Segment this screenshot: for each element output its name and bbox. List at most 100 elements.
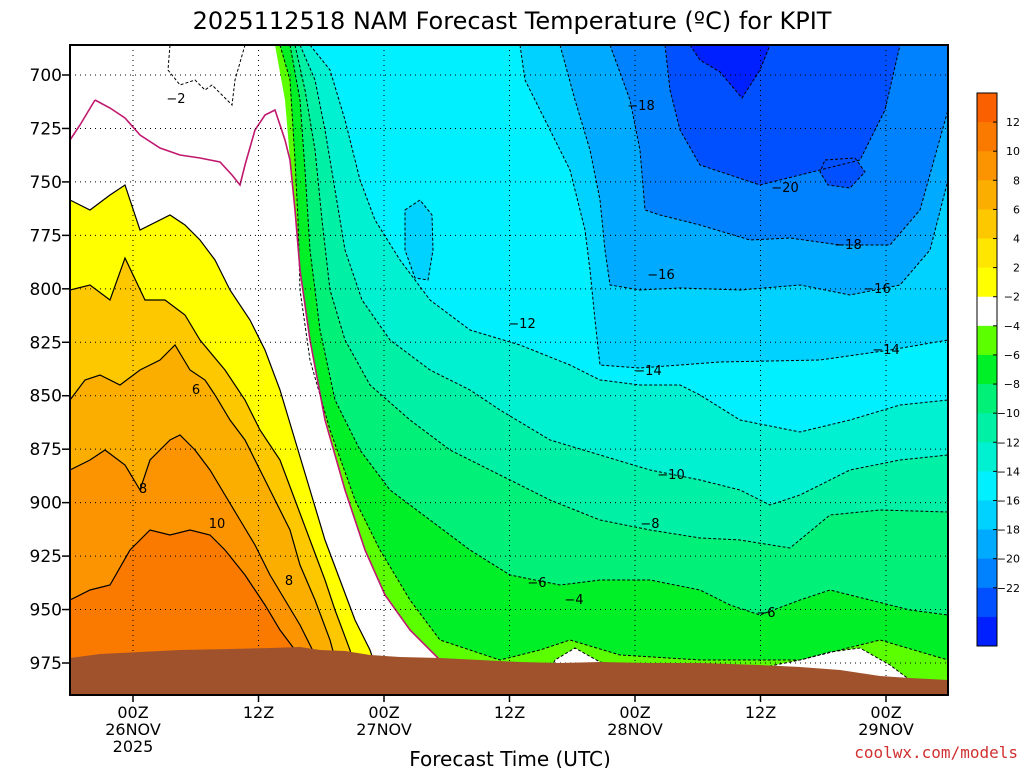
colorbar-tick-label: −8 [1004, 378, 1020, 391]
contour-minus-14b [404, 199, 434, 281]
contour-label: −6 [527, 576, 546, 591]
colorbar-swatch [977, 442, 997, 472]
y-tick-label: 825 [30, 333, 62, 353]
y-tick-label: 925 [30, 547, 62, 567]
contour-minus-20 [664, 45, 901, 186]
fill-minus-16b [405, 200, 433, 280]
colorbar-swatch [977, 325, 997, 356]
terrain [70, 647, 948, 695]
colorbar-tick-label: 6 [1013, 203, 1020, 216]
y-tick-label: 750 [30, 173, 62, 193]
fill-minus-22b [820, 158, 865, 188]
colorbar-tick-label: 12 [1006, 116, 1020, 129]
colorbar-tick-label: 10 [1006, 145, 1020, 158]
contour-labels: −2 6 8 10 8 −18 −20 −18 −16 −16 −12 −14 −14 −10 −8 −6 −4… [139, 92, 900, 621]
contour-label: −16 [863, 282, 890, 297]
contour-label: −4 [564, 593, 583, 608]
contour-minus-22 [689, 45, 771, 99]
colorbar-swatch [977, 529, 997, 560]
contour-minus-12 [309, 45, 948, 433]
contour-label: −6 [756, 606, 775, 621]
grid-lines [70, 45, 948, 695]
freezing-line-left [70, 99, 96, 141]
contour-label: −18 [627, 99, 654, 114]
colorbar-tick-label: −22 [997, 582, 1020, 595]
colorbar-swatch [977, 296, 997, 327]
colorbar-tick-label: 2 [1013, 262, 1020, 275]
x-axis-label: Forecast Time (UTC) [409, 747, 611, 768]
contour-lines-dashed [167, 45, 948, 695]
x-tick-label: 12Z [745, 703, 776, 722]
colorbar-tick-label: −10 [997, 407, 1020, 420]
contour-label: −20 [771, 181, 798, 196]
contour-minus-10 [299, 45, 948, 506]
colorbar-swatch [977, 238, 997, 269]
contour-10 [70, 529, 306, 695]
colorbar-tick-label: −20 [997, 553, 1020, 566]
y-tick-label: 850 [30, 387, 62, 407]
contour-minus-6 [289, 45, 948, 616]
x-tick-label: 00Z [619, 703, 650, 722]
x-tick-label: 00Z [368, 703, 399, 722]
colorbar-swatch [977, 209, 997, 240]
x-tick-label: 00Z [870, 703, 901, 722]
x-tick-label: 28NOV [607, 720, 663, 739]
colorbar-swatch [977, 267, 997, 298]
x-tick-label: 26NOV [105, 720, 161, 739]
colorbar-swatch [977, 180, 997, 210]
colorbar-swatch [977, 151, 997, 181]
colorbar-tick-label: −18 [997, 524, 1020, 537]
contour-label: −8 [640, 517, 659, 532]
y-tick-label: 875 [30, 440, 62, 460]
colorbar-swatch [977, 471, 997, 501]
contour-label: −14 [634, 364, 661, 379]
contour-label: −18 [834, 238, 861, 253]
colorbar-swatch [977, 616, 997, 647]
colorbar-swatch [977, 587, 997, 618]
colorbar-swatch [977, 122, 997, 152]
x-tick-label: 12Z [243, 703, 274, 722]
colorbar-tick-label: −2 [1004, 291, 1020, 304]
x-tick-label: 29NOV [858, 720, 914, 739]
colorbar-tick-label: 8 [1013, 174, 1020, 187]
contour-6 [70, 344, 346, 695]
x-tick-label: 12Z [494, 703, 525, 722]
contour-minus-14 [519, 45, 948, 369]
colorbar-tick-label: −16 [997, 494, 1020, 507]
colorbar-swatch [977, 558, 997, 589]
colorbar-tick-label: −4 [1004, 320, 1020, 333]
colorbar-swatch [977, 384, 997, 414]
freezing-line [94, 99, 441, 661]
contour-label: −10 [657, 468, 684, 483]
credit-text: coolwx.com/models [854, 743, 1018, 762]
colorbar-swatch [977, 500, 997, 531]
colorbar-frame [976, 92, 998, 647]
contour-label: 10 [209, 517, 226, 532]
y-tick-label: 775 [30, 226, 62, 246]
y-tick-label: 725 [30, 119, 62, 139]
contour-label: 8 [139, 482, 147, 497]
colorbar-tick-label: −6 [1004, 349, 1020, 362]
y-axis: 700 725 750 775 800 825 850 875 900 925 950 975 [30, 66, 70, 674]
contour-label: 8 [285, 574, 293, 589]
y-tick-label: 800 [30, 280, 62, 300]
colorbar-tick-label: −12 [997, 436, 1020, 449]
plot-area [70, 45, 948, 695]
contour-minus-18 [609, 45, 948, 246]
y-tick-label: 700 [30, 66, 62, 86]
colorbar-tick-label: 4 [1013, 233, 1020, 246]
colorbar-swatch [977, 413, 997, 443]
contour-label: 6 [192, 383, 200, 398]
contour-label: −12 [508, 317, 535, 332]
x-tick-label: 27NOV [356, 720, 412, 739]
contour-label: −16 [647, 268, 674, 283]
y-tick-label: 900 [30, 494, 62, 514]
contour-label: −2 [166, 92, 185, 107]
y-tick-label: 950 [30, 601, 62, 621]
contour-label: −14 [872, 343, 899, 358]
contour-8 [70, 434, 326, 695]
x-tick-label: 00Z [117, 703, 148, 722]
x-tick-label: 2025 [113, 737, 154, 756]
colorbar-swatch [977, 93, 997, 123]
